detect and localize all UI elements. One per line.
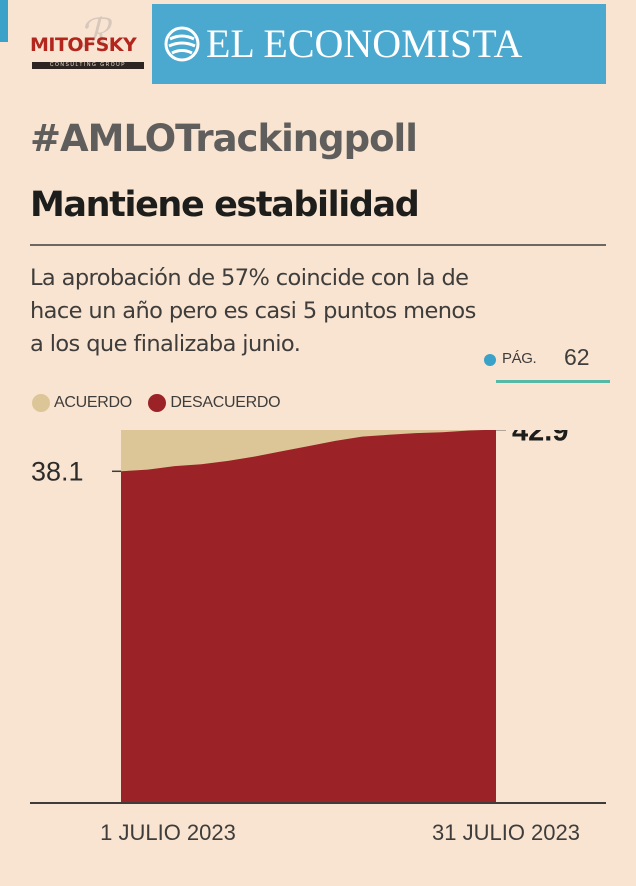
masthead: ℛ MITOFSKY CONSULTING GROUP EL ECONOMIST… <box>0 0 636 86</box>
description-line: La aprobación de 57% coincide con la de <box>30 265 469 291</box>
desacuerdo-start-label: 38.1 <box>31 456 84 486</box>
mitofsky-logo-mark: ℛ <box>78 11 110 57</box>
mitofsky-logo-subtitle: CONSULTING GROUP <box>32 62 144 69</box>
hashtag-title: #AMLOTrackingpoll <box>30 117 418 160</box>
page-reference-dot-icon <box>484 354 496 366</box>
description-line: hace un año pero es casi 5 puntos menos <box>30 298 476 324</box>
page-reference: PÁG. 62 <box>484 344 610 374</box>
masthead-accent-strip <box>0 0 8 42</box>
desacuerdo-area <box>121 430 496 802</box>
legend-swatch-desacuerdo <box>148 394 167 412</box>
chart-legend: ACUERDO DESACUERDO <box>32 394 292 418</box>
el-economista-logo: EL ECONOMISTA <box>152 4 606 84</box>
headline: Mantiene estabilidad <box>30 185 420 225</box>
mitofsky-logo-text: MITOFSKY <box>30 34 137 56</box>
mitofsky-logo: ℛ MITOFSKY CONSULTING GROUP <box>30 14 148 76</box>
el-economista-title: EL ECONOMISTA <box>206 21 523 66</box>
legend-swatch-acuerdo <box>32 394 50 412</box>
legend-label-acuerdo: ACUERDO <box>54 394 132 411</box>
page-reference-underline <box>496 380 610 383</box>
description-line: a los que finalizaba junio. <box>30 331 301 357</box>
page-reference-label: PÁG. <box>502 350 537 367</box>
el-economista-globe-icon <box>164 26 200 62</box>
page-reference-number: 62 <box>564 344 590 370</box>
divider <box>30 244 606 246</box>
legend-item-acuerdo: ACUERDO <box>32 394 132 412</box>
desacuerdo-end-label: 42.9 <box>512 430 568 448</box>
legend-label-desacuerdo: DESACUERDO <box>170 394 281 411</box>
description: La aprobación de 57% coincide con la de … <box>30 262 610 361</box>
legend-item-desacuerdo: DESACUERDO <box>148 394 281 412</box>
x-axis-label-end: 31 JULIO 2023 <box>432 820 580 845</box>
x-axis-label-start: 1 JULIO 2023 <box>100 820 236 845</box>
